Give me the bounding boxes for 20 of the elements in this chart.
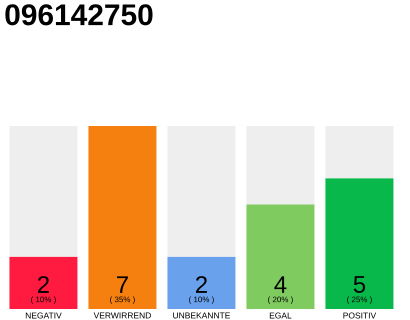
bar	[167, 256, 236, 310]
bar	[325, 178, 394, 310]
chart-title: 096142750	[5, 4, 153, 26]
x-tick-label: NEGATIV	[26, 312, 62, 319]
data-label: 2	[196, 276, 207, 293]
bar	[9, 256, 78, 310]
x-tick-label: POSITIV	[343, 312, 376, 319]
bar	[9, 126, 78, 257]
data-label: 2	[38, 276, 49, 293]
x-tick-label: UNBEKANNTE	[173, 312, 230, 318]
data-label: 7	[117, 276, 128, 293]
x-tick-label: VERWIRREND	[94, 312, 151, 318]
bar	[246, 204, 314, 310]
bar	[246, 126, 314, 204]
data-label: 4	[274, 276, 286, 293]
x-tick-label: EGAL	[270, 312, 292, 319]
bar	[88, 126, 156, 310]
bar	[167, 126, 236, 257]
bar	[325, 126, 394, 178]
data-label: 5	[354, 276, 366, 293]
